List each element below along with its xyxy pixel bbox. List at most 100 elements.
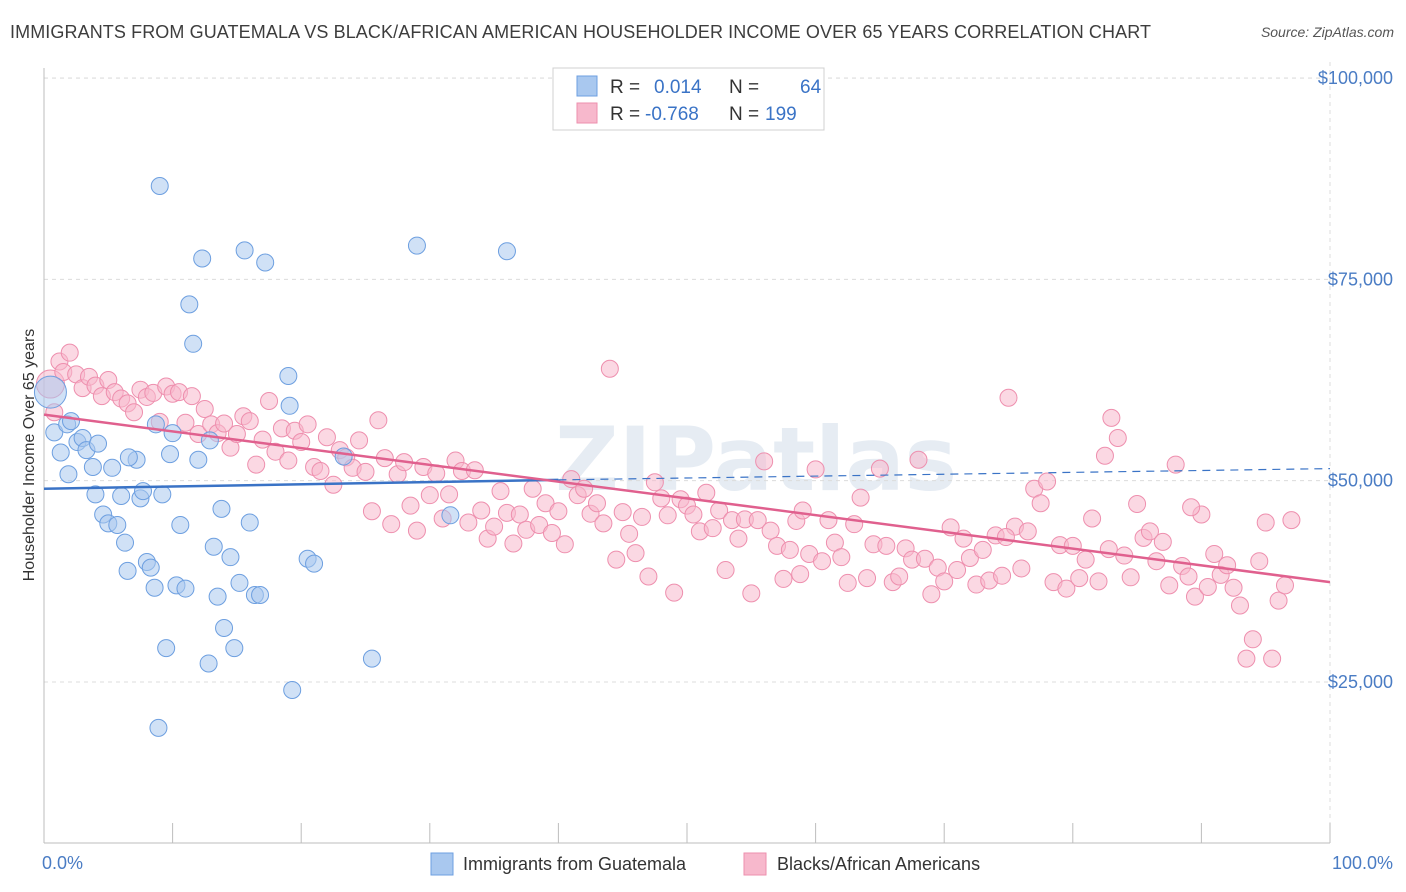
legend-n-label: N = — [729, 77, 759, 98]
data-point-guatemala — [225, 639, 244, 658]
data-point-blacks — [1153, 532, 1172, 551]
legend-swatch-guatemala — [430, 852, 454, 876]
data-point-blacks — [851, 488, 870, 507]
legend-r-label: R = — [610, 77, 640, 98]
data-point-guatemala — [86, 485, 105, 504]
data-point-blacks — [996, 528, 1015, 547]
data-point-blacks — [1224, 578, 1243, 597]
data-point-guatemala — [116, 533, 135, 552]
data-point-blacks — [1121, 568, 1140, 587]
data-point-blacks — [761, 521, 780, 540]
data-point-blacks — [993, 566, 1012, 585]
data-point-blacks — [1057, 579, 1076, 598]
data-point-blacks — [555, 535, 574, 554]
data-point-blacks — [420, 486, 439, 505]
data-point-guatemala — [157, 639, 176, 658]
data-point-guatemala — [208, 587, 227, 606]
data-point-blacks — [658, 506, 677, 525]
data-point-blacks — [1160, 576, 1179, 595]
trend-line-guatemala — [43, 478, 559, 490]
data-point-blacks — [813, 552, 832, 571]
data-point-blacks — [1182, 498, 1201, 517]
data-point-blacks — [1282, 511, 1301, 530]
data-point-blacks — [266, 442, 285, 461]
legend-swatch-pink — [576, 102, 598, 124]
trend-lines — [43, 413, 1331, 584]
data-point-guatemala — [103, 458, 122, 477]
data-point-blacks — [716, 561, 735, 580]
data-point-blacks — [356, 462, 375, 481]
data-point-guatemala — [235, 241, 254, 260]
data-point-blacks — [793, 501, 812, 520]
data-point-blacks — [632, 507, 651, 526]
data-point-guatemala — [215, 619, 234, 638]
data-point-blacks — [1256, 513, 1275, 532]
data-point-guatemala — [150, 176, 169, 195]
data-point-blacks — [960, 548, 979, 567]
data-point-guatemala — [334, 447, 353, 466]
data-point-blacks — [1089, 572, 1108, 591]
data-point-blacks — [594, 514, 613, 533]
data-point-guatemala — [362, 649, 381, 668]
data-point-blacks — [1031, 494, 1050, 513]
data-point-blacks — [215, 414, 234, 433]
data-point-blacks — [620, 524, 639, 543]
data-point-blacks — [382, 515, 401, 534]
data-point-guatemala — [251, 586, 270, 605]
data-point-guatemala — [153, 485, 172, 504]
data-point-blacks — [240, 412, 259, 431]
data-point-blacks — [755, 452, 774, 471]
data-point-blacks — [182, 387, 201, 406]
data-point-guatemala — [89, 434, 108, 453]
data-point-blacks — [1070, 569, 1089, 588]
data-point-guatemala — [193, 249, 212, 268]
data-point-guatemala — [161, 445, 180, 464]
data-point-blacks — [125, 403, 144, 422]
data-point-guatemala — [176, 579, 195, 598]
source-credit: Source: ZipAtlas.com — [1260, 24, 1394, 40]
data-point-blacks — [948, 561, 967, 580]
data-point-blacks — [1250, 552, 1269, 571]
data-point-blacks — [1185, 587, 1204, 606]
legend-r-label: R = — [610, 104, 640, 125]
data-point-guatemala — [441, 506, 460, 525]
data-point-guatemala — [279, 367, 298, 386]
data-point-blacks — [362, 502, 381, 521]
legend-label-blacks: Blacks/African Americans — [777, 854, 980, 874]
data-point-blacks — [935, 572, 954, 591]
data-point-blacks — [1198, 577, 1217, 596]
data-point-blacks — [774, 569, 793, 588]
data-point-blacks — [626, 544, 645, 563]
data-point-blacks — [549, 502, 568, 521]
data-point-blacks — [890, 567, 909, 586]
data-point-blacks — [1102, 408, 1121, 427]
y-tick-label: $75,000 — [1328, 269, 1393, 289]
data-point-blacks — [858, 569, 877, 588]
data-point-blacks — [1205, 544, 1224, 563]
data-point-blacks — [607, 550, 626, 569]
y-tick-labels: $25,000 $50,000 $75,000 $100,000 — [1318, 68, 1393, 692]
legend-swatch-blacks — [743, 852, 767, 876]
data-point-blacks — [877, 536, 896, 555]
x-tick-label-end: 100.0% — [1332, 853, 1393, 873]
data-point-blacks — [298, 415, 317, 434]
data-point-blacks — [909, 450, 928, 469]
data-point-blacks — [999, 388, 1018, 407]
data-point-guatemala — [112, 486, 131, 505]
data-point-blacks — [1269, 591, 1288, 610]
data-point-blacks — [195, 400, 214, 419]
data-point-blacks — [575, 479, 594, 498]
data-point-blacks — [652, 489, 671, 508]
data-point-blacks — [536, 494, 555, 513]
data-point-blacks — [838, 573, 857, 592]
data-point-blacks — [176, 413, 195, 432]
data-point-guatemala — [497, 242, 516, 261]
data-point-blacks — [922, 585, 941, 604]
data-point-guatemala — [59, 465, 78, 484]
legend-r-value: -0.768 — [645, 104, 699, 125]
y-axis-label: Householder Income Over 65 years — [21, 329, 38, 582]
trend-line-guatemala-extension — [558, 468, 1331, 481]
data-point-blacks — [697, 483, 716, 502]
data-point-blacks — [973, 540, 992, 559]
